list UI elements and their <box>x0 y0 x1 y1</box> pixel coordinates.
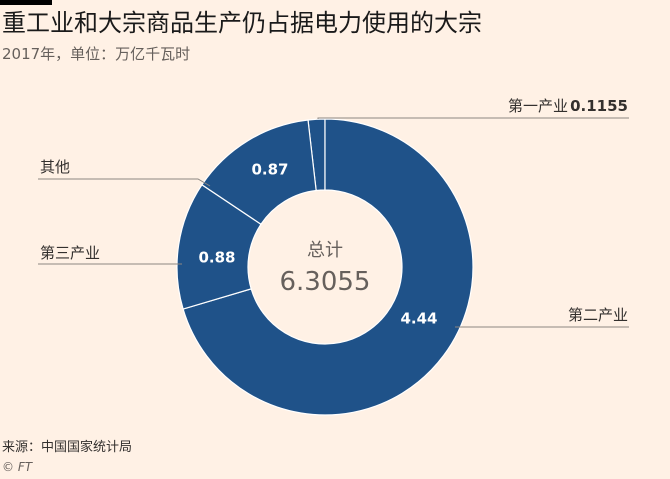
center-total-label: 总计 <box>307 240 343 261</box>
leader-line-primary <box>317 117 629 119</box>
slice-label-secondary: 第二产业 <box>568 306 628 324</box>
slice-label-other: 其他 <box>40 158 70 176</box>
top-accent-bar <box>0 0 52 5</box>
slice-value-label-tertiary: 0.88 <box>198 249 235 267</box>
slice-value-label-secondary: 4.44 <box>400 310 437 328</box>
slice-value-label-primary: 0.1155 <box>570 97 628 115</box>
slice-label-tertiary: 第三产业 <box>40 244 100 262</box>
leader-line-other <box>38 178 211 187</box>
ft-credit: © FT <box>2 460 33 474</box>
source-note: 来源：中国国家统计局 <box>2 440 133 455</box>
chart-title: 重工业和大宗商品生产仍占据电力使用的大宗 <box>2 9 482 37</box>
donut-slice-other <box>201 119 317 226</box>
slice-label-primary: 第一产业 <box>508 97 568 115</box>
center-total-value: 6.3055 <box>280 267 371 297</box>
chart-subtitle: 2017年，单位：万亿千瓦时 <box>2 45 191 63</box>
donut-slice-secondary <box>182 118 474 416</box>
slice-value-label-other: 0.87 <box>251 161 288 179</box>
